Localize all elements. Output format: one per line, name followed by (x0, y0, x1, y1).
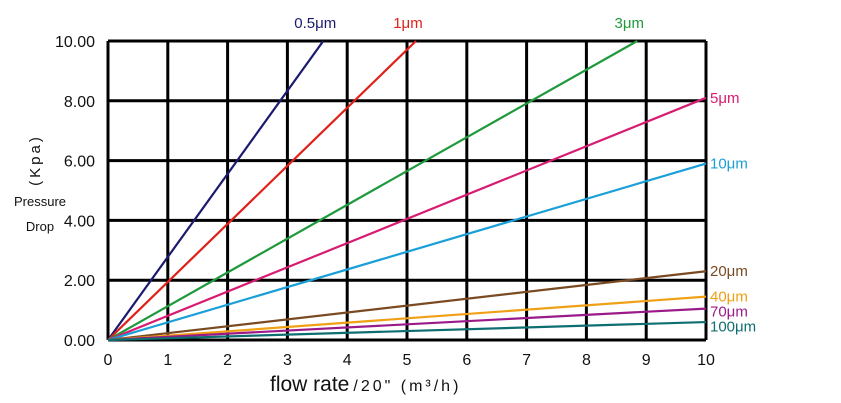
x-tick-label: 8 (582, 352, 591, 369)
series-label: 3μm (614, 15, 643, 32)
series-label: 40μm (710, 289, 748, 306)
y-tick-label: 6.00 (64, 154, 95, 171)
x-tick-label: 10 (697, 352, 715, 369)
series-line (107, 270, 707, 342)
series-label: 1μm (393, 15, 422, 32)
x-tick-label: 9 (642, 352, 651, 369)
series-line (107, 40, 325, 341)
x-tick-label: 6 (462, 352, 471, 369)
y-tick-label: 2.00 (64, 273, 95, 290)
series-line (107, 162, 707, 342)
x-tick-labels: 0 1 2 3 4 5 6 7 8 9 10 (104, 352, 715, 369)
series-label: 70μm (710, 304, 748, 321)
x-tick-label: 2 (223, 352, 232, 369)
series-label: 0.5μm (294, 15, 336, 32)
y-axis-label-line1: Pressure (14, 194, 66, 209)
y-tick-labels: 0.00 2.00 4.00 6.00 8.00 10.00 (55, 34, 95, 350)
y-axis-unit: (Kpa) (27, 134, 44, 186)
y-tick-label: 10.00 (55, 34, 95, 51)
series-line (107, 40, 638, 341)
series-label: 20μm (710, 263, 748, 280)
y-tick-label: 4.00 (64, 213, 95, 230)
x-tick-label: 7 (522, 352, 531, 369)
series-line (107, 307, 707, 342)
series-line (107, 96, 707, 342)
x-axis-label-main: flow rate (270, 373, 349, 396)
series-line (107, 40, 417, 341)
axes (106, 41, 706, 342)
series-line (107, 295, 707, 342)
series-lines (107, 40, 707, 342)
x-tick-label: 1 (163, 352, 172, 369)
y-tick-label: 0.00 (64, 333, 95, 350)
x-tick-label: 3 (283, 352, 292, 369)
series-label: 5μm (710, 90, 739, 107)
x-axis-label: flow rate/20" (m³/h) (270, 373, 461, 396)
series-line (107, 320, 707, 342)
x-tick-label: 4 (343, 352, 352, 369)
series-label: 100μm (710, 319, 756, 336)
y-tick-label: 8.00 (64, 94, 95, 111)
y-axis-label-line2: Drop (26, 219, 54, 234)
x-axis-label-unit: /20" (m³/h) (353, 378, 461, 395)
x-tick-label: 5 (403, 352, 412, 369)
x-tick-label: 0 (104, 352, 113, 369)
series-label: 10μm (710, 156, 748, 173)
grid (108, 39, 708, 340)
